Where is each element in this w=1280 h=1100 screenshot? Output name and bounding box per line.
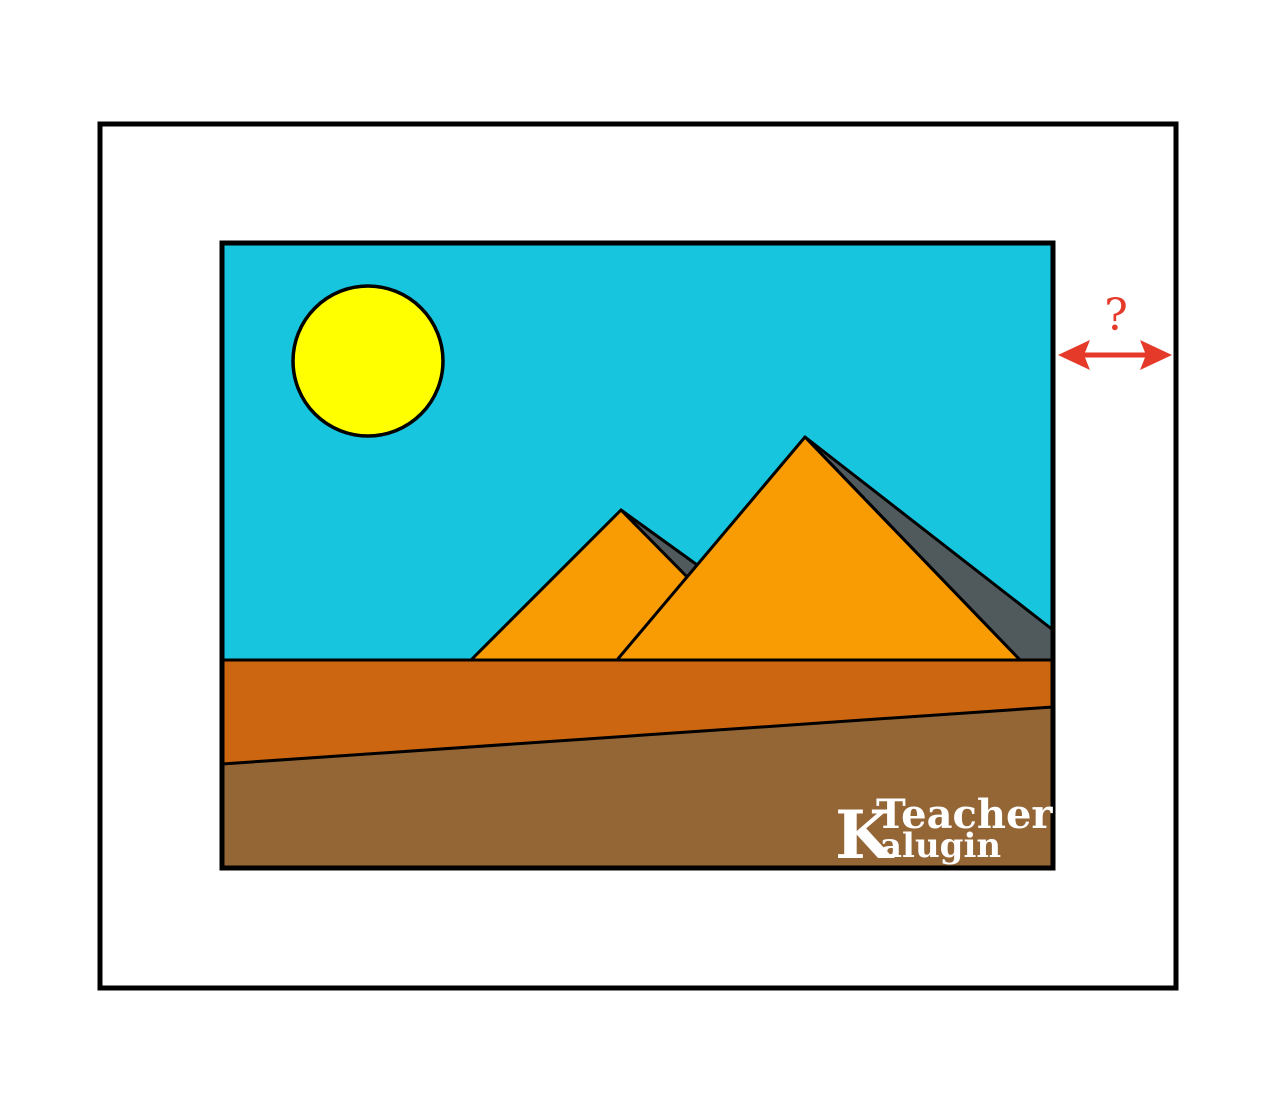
- double-headed-arrow-icon: [1058, 340, 1172, 370]
- picture-border: [219, 240, 1056, 871]
- sun: [291, 284, 445, 438]
- near-sand: [222, 707, 1053, 868]
- watermark-logo: K Teacher alugin: [835, 791, 1053, 874]
- far-sand: [222, 660, 1053, 764]
- watermark-line-1: Teacher: [876, 791, 1053, 838]
- dune-line: [221, 705, 1054, 766]
- question-mark-label: ?: [1104, 290, 1128, 341]
- watermark-line-2: alugin: [880, 826, 1001, 866]
- watermark-letter-k: K: [835, 796, 895, 874]
